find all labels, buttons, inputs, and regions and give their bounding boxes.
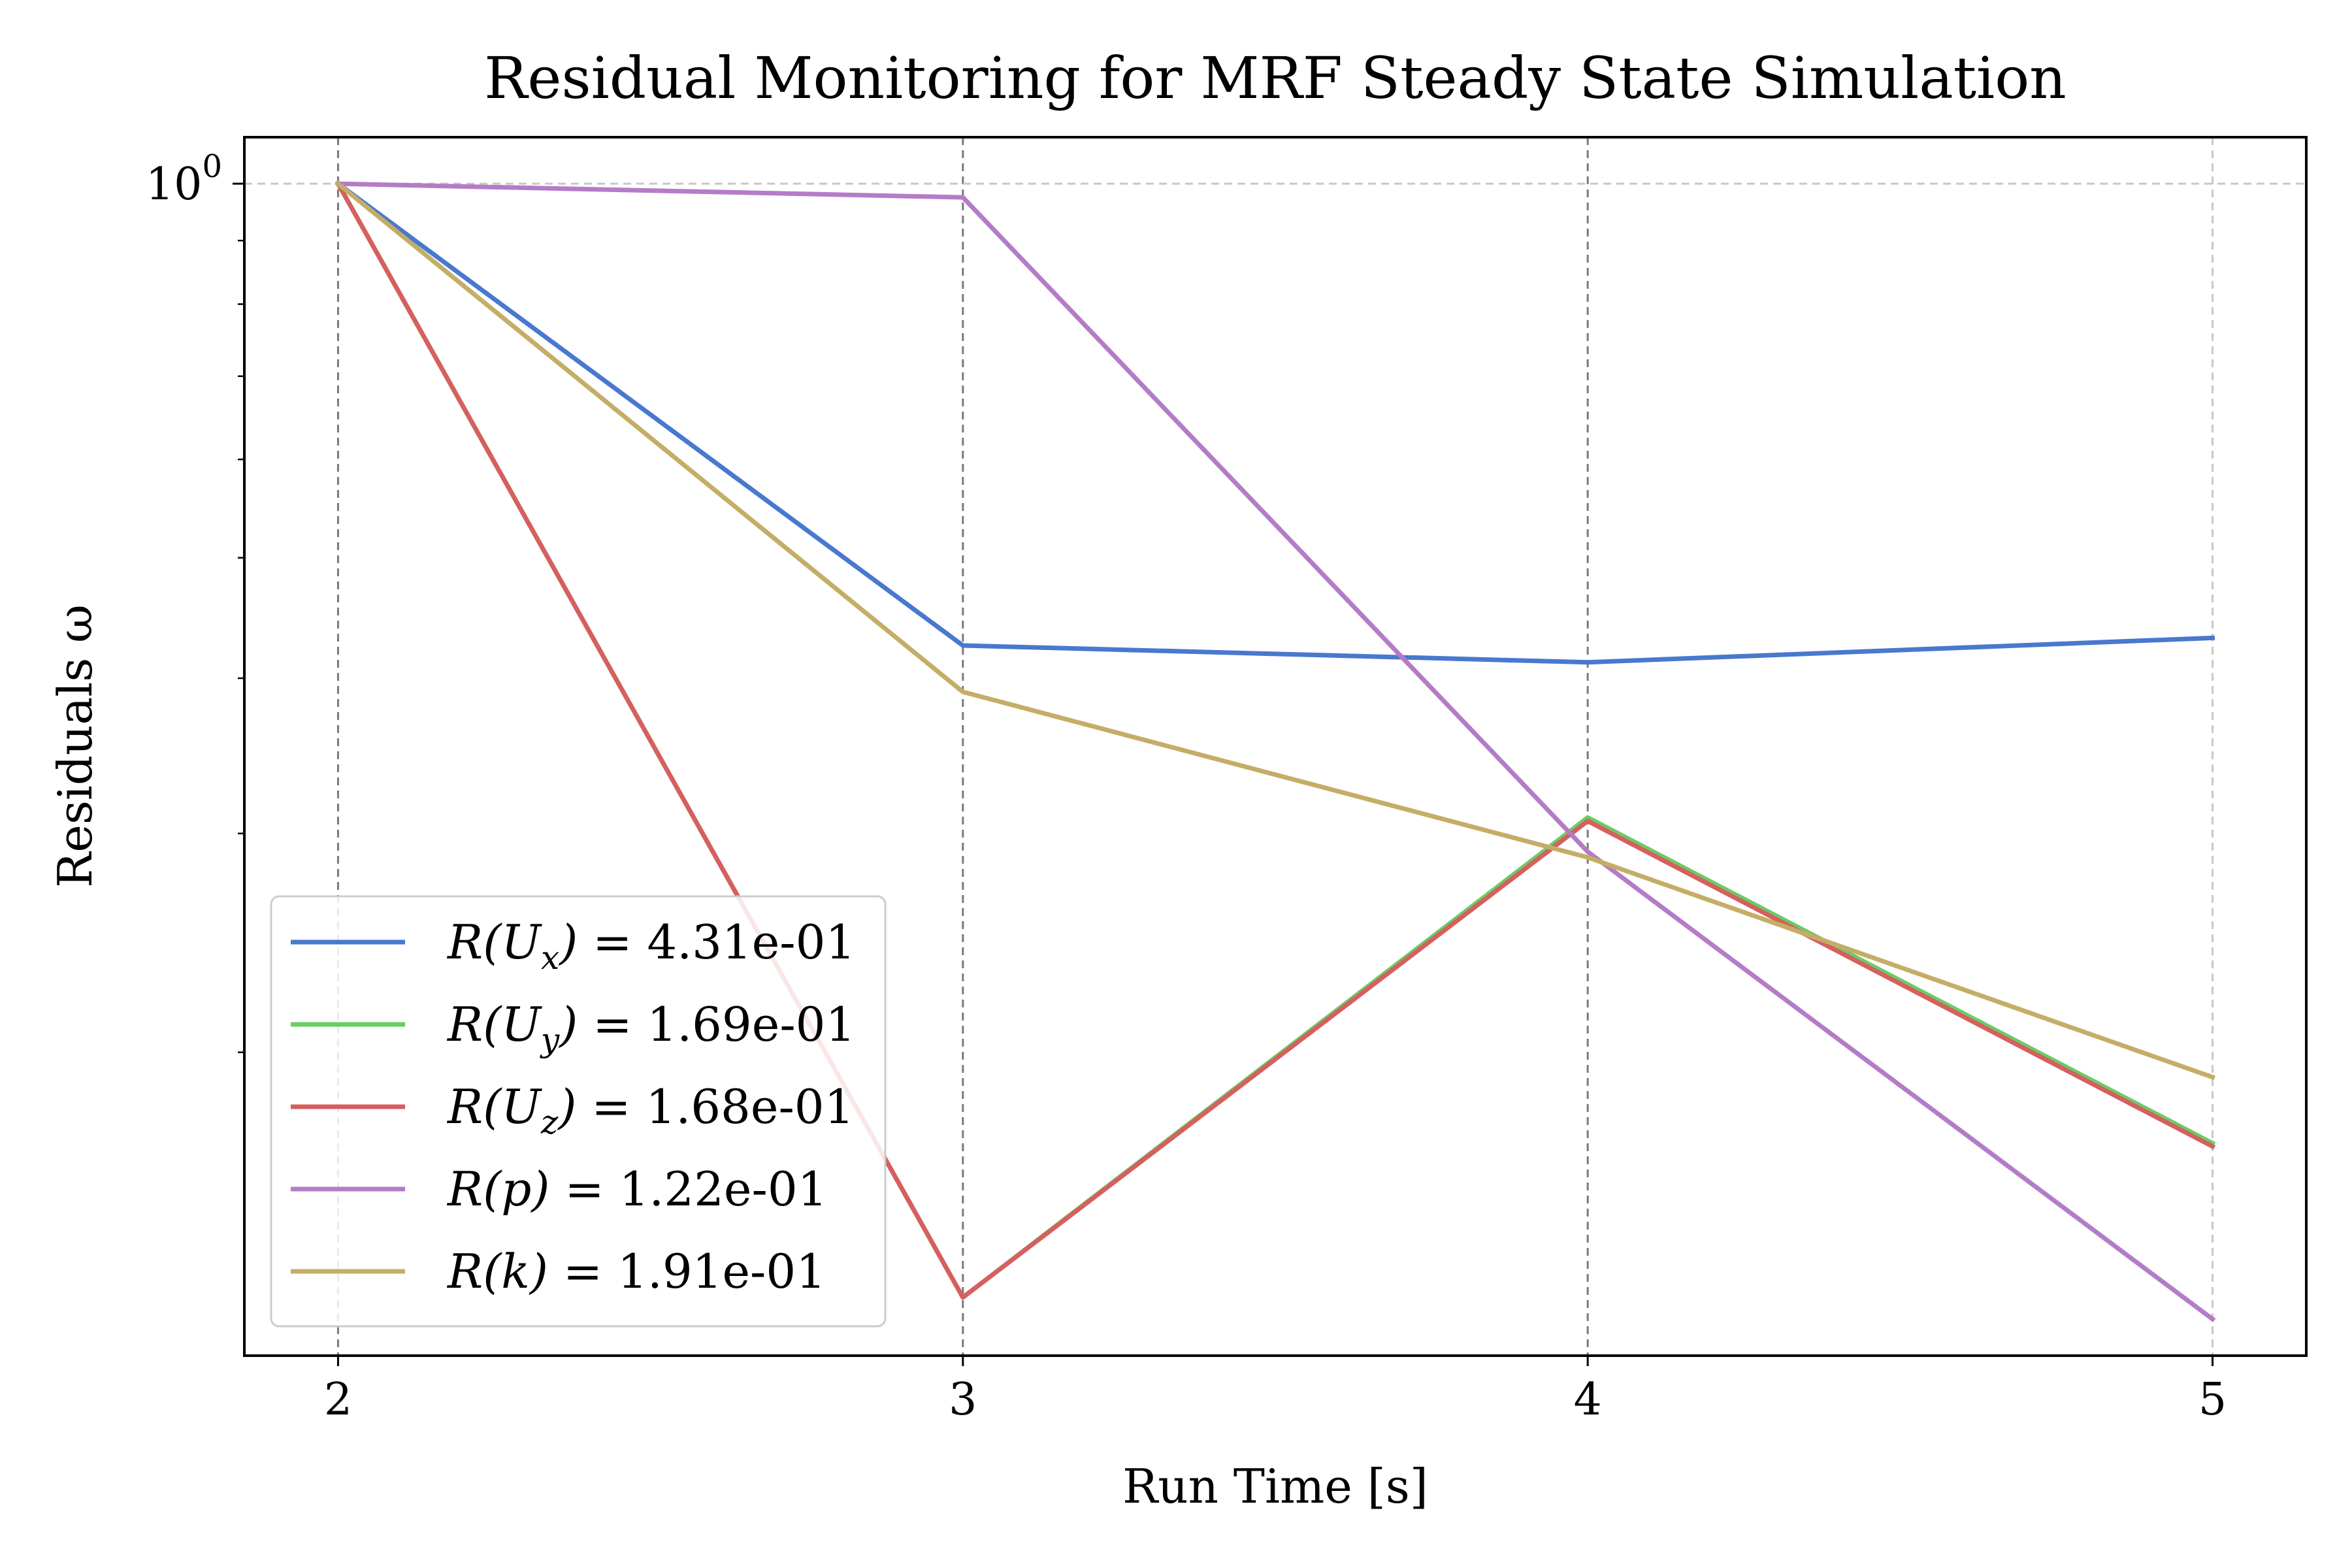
x-tick-label: 4 (1574, 1374, 1602, 1426)
series-line (335, 180, 2216, 1300)
plot-frame (243, 136, 2308, 1357)
series-line (335, 180, 2215, 1081)
series-line (335, 181, 2216, 1322)
y-axis-label: Residuals ω (48, 604, 103, 888)
legend-entry: R(p) = 1.22e-01 (446, 1162, 827, 1217)
legend-entry: R(Ux) = 4.31e-01 (446, 915, 855, 977)
axes: 2 3 4 5 100 (146, 148, 2227, 1426)
series-line (335, 180, 2215, 665)
x-axis-label: Run Time [s] (1122, 1459, 1428, 1514)
y-tick-label: 100 (146, 148, 222, 210)
x-tick-label: 5 (2198, 1374, 2227, 1426)
legend-box (270, 895, 887, 1328)
chart-title: Residual Monitoring for MRF Steady State… (484, 44, 2066, 112)
legend-entry: R(Uy) = 1.69e-01 (446, 997, 855, 1059)
x-tick-label: 2 (324, 1374, 352, 1426)
legend-entry: R(k) = 1.91e-01 (446, 1244, 826, 1299)
legend-entry: R(Uz) = 1.68e-01 (446, 1079, 854, 1141)
legend: R(Ux) = 4.31e-01 R(Uy) = 1.69e-01 R(Uz) = … (270, 895, 887, 1328)
series-lines (335, 180, 2216, 1322)
x-tick-label: 3 (949, 1374, 977, 1426)
grid-lines (244, 137, 2306, 1356)
